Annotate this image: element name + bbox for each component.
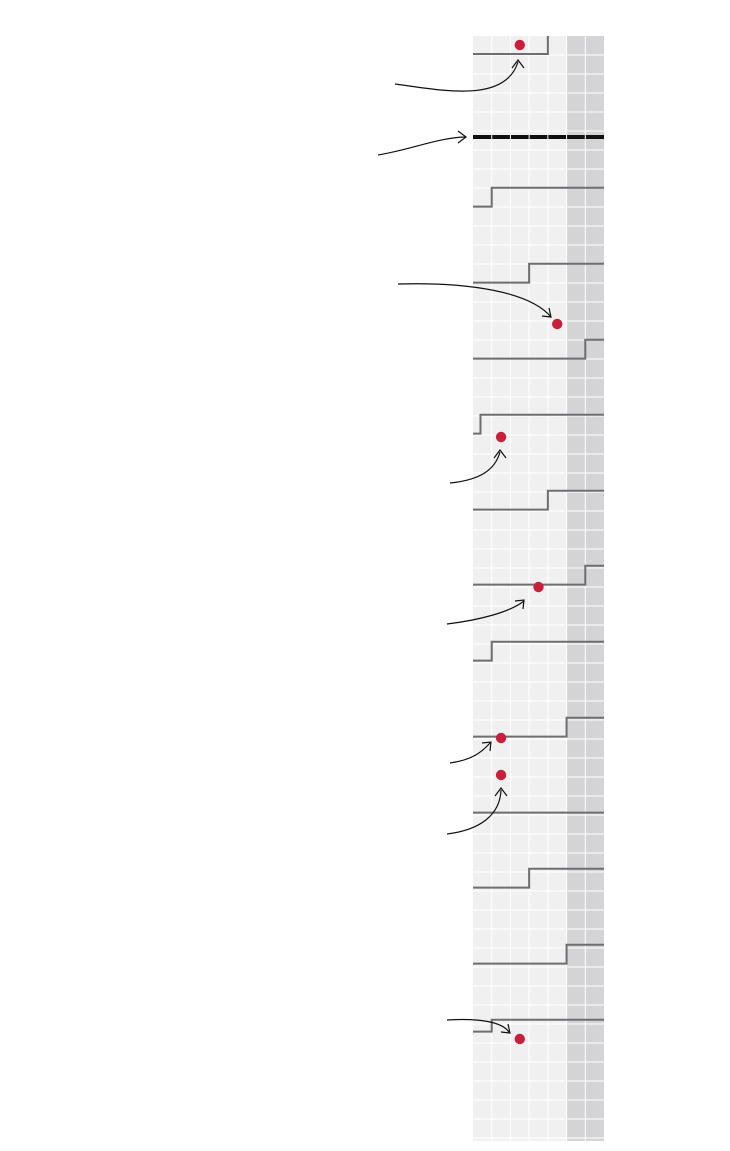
- step-line: [473, 1018, 604, 1033]
- step-line: [473, 640, 604, 662]
- step-line: [473, 186, 604, 208]
- annotation-arrows: [377, 59, 552, 1034]
- arrow-head: [500, 1023, 511, 1034]
- step-line: [473, 489, 604, 511]
- arrow-head: [493, 449, 507, 459]
- arrow-head: [514, 599, 525, 610]
- annotation-arrow: [449, 451, 501, 484]
- annotation-arrow: [377, 136, 467, 156]
- annotation-arrow: [397, 283, 552, 318]
- step-line: [473, 716, 604, 738]
- arrow-head: [511, 59, 525, 69]
- step-series: [473, 36, 604, 1033]
- annotation-arrow: [446, 1018, 510, 1033]
- dot-marker: [495, 732, 507, 744]
- step-line: [473, 564, 604, 586]
- dot-marker: [552, 318, 563, 330]
- arrow-head: [481, 741, 492, 752]
- arrow-head: [541, 307, 552, 318]
- step-line: [473, 36, 549, 55]
- annotation-arrow: [394, 61, 519, 92]
- dot-marker: [495, 769, 507, 781]
- dot-marker: [495, 431, 507, 443]
- step-line: [473, 413, 604, 435]
- dot-marker: [514, 1033, 525, 1045]
- dot-marker: [533, 581, 544, 593]
- annotation-arrow: [446, 600, 525, 625]
- step-line: [473, 338, 604, 360]
- step-line: [473, 867, 604, 889]
- step-line: [473, 943, 604, 965]
- annotation-arrow: [446, 789, 502, 835]
- arrow-head: [494, 787, 508, 797]
- step-line: [473, 262, 604, 284]
- arrow-head: [457, 130, 467, 144]
- chart-grid: [473, 36, 604, 1141]
- annotation-arrow: [449, 742, 491, 764]
- dot-marker: [514, 39, 525, 51]
- dot-markers: [495, 39, 563, 1045]
